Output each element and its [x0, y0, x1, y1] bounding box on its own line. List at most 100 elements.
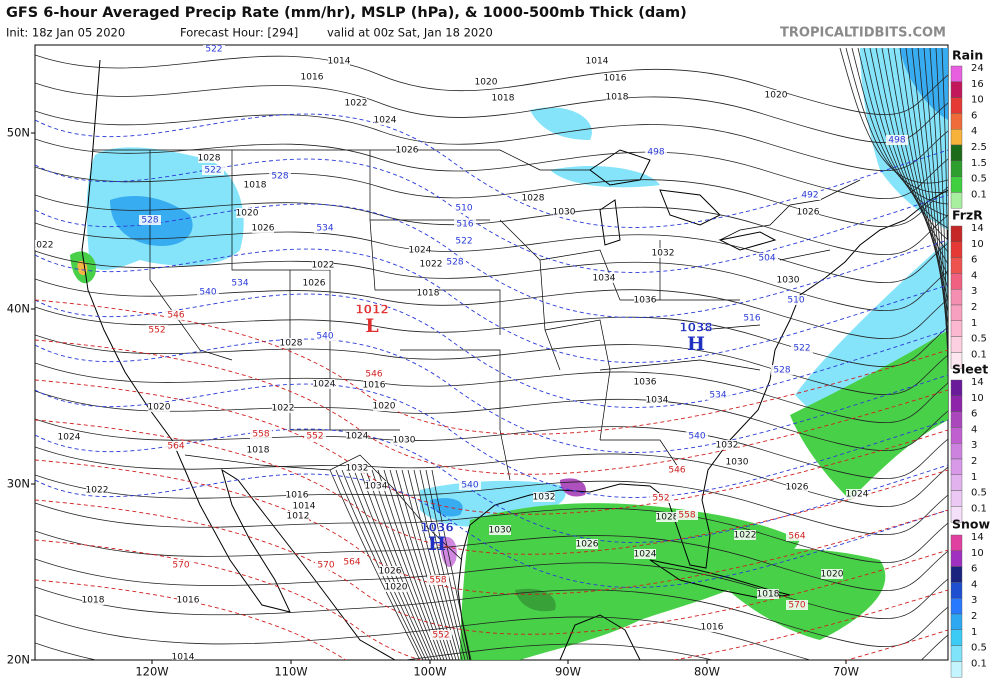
isobar-label: 1030: [553, 208, 576, 218]
thickness: [35, 419, 948, 555]
isobar-label: 1028: [198, 154, 221, 164]
thickness: [35, 383, 948, 498]
isobar: [929, 47, 948, 361]
label-bg: [365, 481, 387, 491]
isobar: [869, 47, 948, 241]
isobar: [35, 362, 948, 424]
legend-level: 6: [971, 110, 977, 121]
label-bg: [420, 259, 442, 269]
thickness: [35, 338, 948, 453]
legend-swatch: [950, 427, 963, 444]
isobar-label: 1026: [303, 279, 326, 289]
thickness-label: 522: [455, 237, 472, 247]
legend-swatch: [950, 113, 963, 130]
isobar: [35, 194, 948, 256]
label-bg: [385, 582, 407, 592]
legend-level: 0.5: [971, 174, 987, 185]
isobar: [419, 469, 466, 660]
legend-title: Snow: [952, 517, 990, 532]
thickness-label: 534: [709, 391, 726, 401]
thickness-label: 558: [678, 511, 695, 521]
legend-level: 4: [971, 270, 977, 281]
thickness-label: 534: [231, 279, 248, 289]
thickness: [35, 459, 948, 595]
legend-swatch: [950, 474, 963, 491]
label-bg: [645, 147, 667, 157]
isobar-label: 1022: [734, 531, 757, 541]
snow-area: [530, 107, 592, 140]
label-bg: [886, 135, 908, 145]
thickness: [35, 113, 948, 228]
label-bg: [634, 549, 656, 559]
thickness-label: 570: [172, 561, 189, 571]
label-bg: [293, 501, 315, 511]
rain-area: [460, 503, 800, 660]
snow-area: [900, 48, 948, 120]
isobar-label: 1032: [652, 249, 675, 259]
legend-level: 1: [971, 627, 977, 638]
center-value: 1036: [420, 521, 453, 535]
isobar-label: 1016: [177, 596, 200, 606]
isobar: [35, 110, 948, 172]
isobar-label: 1014: [293, 502, 316, 512]
label-bg: [646, 395, 668, 405]
isobar: [35, 614, 948, 660]
isobar: [887, 47, 948, 277]
label-bg: [203, 45, 225, 54]
isobar: [839, 47, 948, 184]
label-bg: [82, 595, 104, 605]
legend-swatch: [950, 598, 963, 615]
isobar: [845, 47, 948, 193]
label-bg: [553, 207, 575, 217]
thickness: [35, 339, 948, 475]
isobar: [941, 47, 948, 385]
label-bg: [148, 402, 170, 412]
label-bg: [771, 365, 793, 375]
label-bg: [593, 273, 615, 283]
label-bg: [379, 566, 401, 576]
label-bg: [272, 403, 294, 413]
legend-title: Sleet: [952, 362, 988, 377]
lon-label: 110W: [274, 665, 307, 679]
legend-level: 14: [971, 532, 984, 543]
label-bg: [604, 73, 626, 83]
label-bg: [363, 369, 385, 379]
isobar: [35, 54, 948, 116]
isobar: [35, 138, 948, 200]
isobar-label: 1020: [765, 91, 788, 101]
thickness-label: 540: [461, 481, 478, 491]
center-value: 1012: [355, 303, 388, 317]
legend-level: 2: [971, 611, 977, 622]
thickness-label: 558: [429, 576, 446, 586]
label-bg: [533, 492, 555, 502]
isobar-label: 1036: [634, 378, 657, 388]
label-bg: [341, 557, 363, 567]
legend-swatch: [950, 395, 963, 412]
isobar-label: 1022: [420, 260, 443, 270]
thickness-label: 570: [317, 561, 334, 571]
isobar-label: 1020: [148, 403, 171, 413]
lon-label: 120W: [135, 665, 168, 679]
legend-level: 3: [971, 440, 977, 451]
label-bg: [707, 390, 729, 400]
thickness-label: 522: [793, 344, 810, 354]
label-bg: [346, 463, 368, 473]
label-bg: [345, 98, 367, 108]
isobar: [35, 502, 948, 564]
label-bg: [606, 92, 628, 102]
lat-label: 50N: [7, 126, 30, 140]
isobar-label: 1020: [373, 402, 396, 412]
thickness-label: 564: [788, 532, 805, 542]
isobar: [425, 469, 469, 660]
legend-level: 0.1: [971, 349, 987, 360]
legend-swatch: [950, 273, 963, 290]
isobar-label: 1024: [313, 380, 336, 390]
legend-level: 2: [971, 456, 977, 467]
isobar-label: 1016: [363, 381, 386, 391]
label-bg: [314, 331, 336, 341]
isobar-label: 1016: [604, 74, 627, 84]
label-bg: [716, 440, 738, 450]
isobar-label: 1030: [777, 276, 800, 286]
